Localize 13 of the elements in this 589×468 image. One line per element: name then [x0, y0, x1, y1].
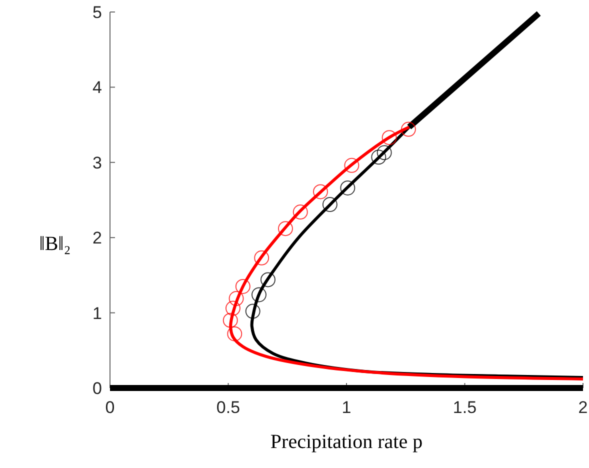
y-tick-label: 0 — [92, 378, 102, 398]
y-tick-label: 2 — [92, 228, 102, 248]
x-tick-label: 1.5 — [452, 398, 477, 417]
y-tick-label: 1 — [92, 304, 102, 323]
x-tick-label: 0 — [105, 398, 115, 417]
x-tick-label: 1 — [342, 398, 352, 417]
x-tick-label: 0.5 — [216, 398, 240, 417]
y-axis-title: ‖B‖₂ — [39, 233, 71, 255]
x-axis-title: Precipitation rate p — [270, 431, 423, 453]
x-tick-label: 2 — [578, 398, 588, 417]
y-tick-label: 5 — [92, 2, 102, 22]
y-tick-label: 4 — [92, 78, 102, 98]
y-tick-label: 3 — [92, 153, 102, 172]
